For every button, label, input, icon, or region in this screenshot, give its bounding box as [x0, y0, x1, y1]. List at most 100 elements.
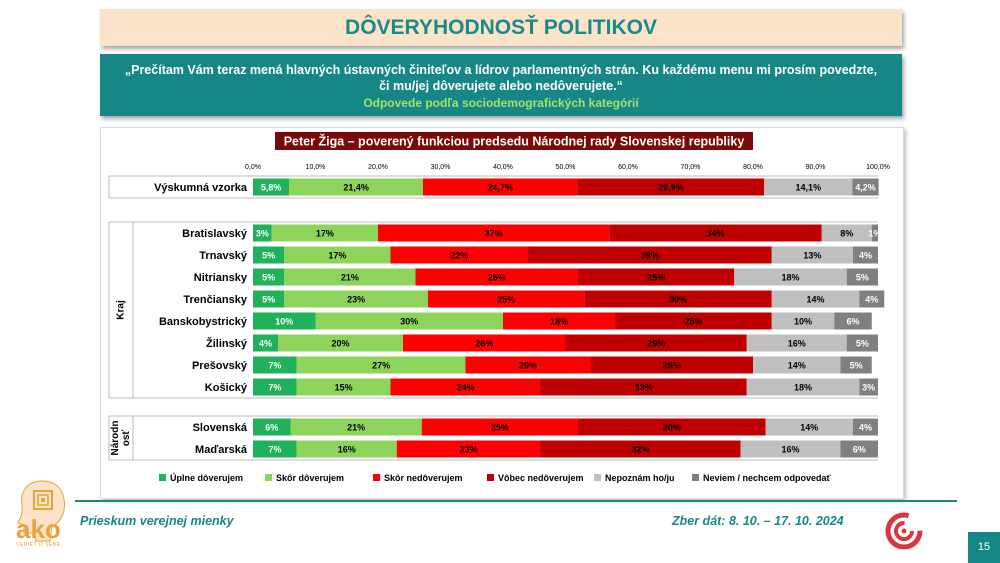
data-label: 37%	[485, 229, 503, 239]
data-label: 10%	[794, 317, 812, 327]
data-label: 32%	[631, 445, 649, 455]
bar-segment	[421, 418, 578, 436]
bar-segment	[821, 224, 872, 242]
data-label: 7%	[268, 383, 281, 393]
data-label: 3%	[862, 383, 875, 393]
bar-segment	[871, 224, 878, 242]
data-label: 5%	[856, 273, 869, 283]
x-tick-label: 20,0%	[368, 164, 388, 171]
bar-segment	[296, 356, 466, 374]
data-label: 16%	[338, 445, 356, 455]
bar-segment	[852, 178, 879, 196]
data-label: 16%	[781, 445, 799, 455]
chart-title-background	[275, 132, 753, 150]
data-label: 24%	[456, 383, 474, 393]
bar-segment	[253, 246, 285, 264]
x-tick-label: 70,0%	[681, 164, 701, 171]
data-label: 13%	[803, 251, 821, 261]
bar-segment	[771, 312, 835, 330]
page-number: 15	[968, 532, 1000, 563]
survey-name: Prieskum verejnej mienky	[80, 514, 234, 528]
question-banner: „Prečítam Vám teraz mená hlavných ústavn…	[100, 54, 902, 116]
legend-label: Vôbec nedôverujem	[498, 473, 584, 483]
data-label: 21%	[341, 273, 359, 283]
question-subtitle: Odpovede podľa sociodemografických kateg…	[363, 96, 639, 110]
data-label: 5%	[856, 339, 869, 349]
bar-segment	[296, 378, 391, 396]
data-label: 14%	[800, 423, 818, 433]
data-label: 16%	[788, 339, 806, 349]
x-tick-label: 50,0%	[556, 164, 576, 171]
bar-segment	[284, 290, 428, 308]
x-tick-label: 80,0%	[743, 164, 763, 171]
bar-segment	[609, 224, 822, 242]
bar-segment	[278, 334, 403, 352]
row-label: Trenčiansky	[183, 294, 247, 306]
bar-segment	[253, 290, 285, 308]
legend-swatch	[487, 474, 494, 481]
data-label: 4%	[859, 423, 872, 433]
bar-segment	[540, 378, 747, 396]
data-label: 18%	[781, 273, 799, 283]
x-tick-label: 0,0%	[245, 164, 261, 171]
bar-segment	[746, 378, 860, 396]
bar-segment	[846, 334, 878, 352]
data-label: 25%	[497, 295, 515, 305]
row-label: Maďarská	[195, 444, 248, 456]
x-tick-label: 100,0%	[866, 164, 890, 171]
data-label: 14%	[806, 295, 824, 305]
data-label: 10%	[275, 317, 293, 327]
bar-segment	[253, 224, 272, 242]
bar-segment	[846, 268, 878, 286]
bar-segment	[840, 356, 872, 374]
bar-segment	[253, 312, 316, 330]
bar-segment	[290, 418, 422, 436]
row-label: Výskumná vzorka	[154, 182, 248, 194]
bar-segment	[465, 356, 591, 374]
x-tick-label: 60,0%	[618, 164, 638, 171]
legend-swatch	[159, 474, 166, 481]
bar-segment	[771, 246, 853, 264]
row-label: Košický	[205, 382, 248, 394]
bar-segment	[578, 418, 766, 436]
bar-segment	[284, 246, 391, 264]
bar-segment	[428, 290, 585, 308]
bar-segment	[403, 334, 566, 352]
group-label: Kraj	[116, 300, 127, 320]
legend-swatch	[692, 474, 699, 481]
legend-swatch	[594, 474, 601, 481]
bar-segment	[859, 378, 878, 396]
data-label: 14,1%	[796, 183, 822, 193]
data-label: 18%	[550, 317, 568, 327]
stacked-bar-chart: Peter Žiga – poverený funkciou predsedu …	[108, 132, 890, 483]
data-label: 6%	[265, 423, 278, 433]
data-label: 5%	[262, 251, 275, 261]
data-label: 23%	[460, 445, 478, 455]
group-label: Národn	[110, 421, 121, 456]
data-label: 23%	[347, 295, 365, 305]
legend-label: Skôr nedôverujem	[384, 473, 463, 483]
data-label: 33%	[635, 383, 653, 393]
row-label: Banskobystrický	[159, 316, 248, 328]
bar-segment	[540, 440, 741, 458]
data-label: 21%	[347, 423, 365, 433]
ako-logo-icon	[17, 480, 65, 542]
bar-segment	[271, 224, 378, 242]
bar-segment	[253, 418, 291, 436]
title-banner: DÔVERYHODNOSŤ POLITIKOV	[100, 9, 902, 46]
data-label: 30%	[663, 423, 681, 433]
bar-segment	[296, 440, 397, 458]
row-label: Žilinský	[206, 337, 248, 350]
bar-segment	[415, 268, 578, 286]
bar-segment	[853, 418, 878, 436]
bar-segment	[390, 246, 528, 264]
data-label: 8%	[840, 229, 853, 239]
data-label: 26%	[663, 361, 681, 371]
bar-segment	[578, 268, 735, 286]
bar-segment	[253, 356, 297, 374]
logo-wordmark: ako	[16, 514, 61, 544]
data-label: 39%	[641, 251, 659, 261]
bar-segment	[740, 440, 841, 458]
data-label: 18%	[794, 383, 812, 393]
bar-segment	[840, 440, 878, 458]
